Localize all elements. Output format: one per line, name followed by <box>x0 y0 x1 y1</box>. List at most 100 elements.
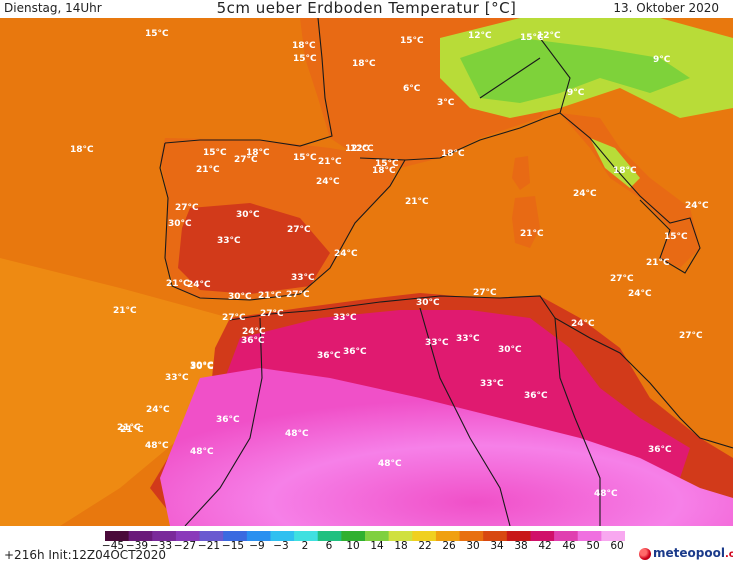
color-scale-step <box>601 531 625 541</box>
temperature-label: 9°C <box>567 88 585 98</box>
color-scale-tick: 60 <box>610 540 624 552</box>
temperature-label: 18°C <box>441 149 465 159</box>
color-scale-step <box>530 531 555 541</box>
temperature-label: 33°C <box>425 338 449 348</box>
color-scale-step <box>175 531 201 541</box>
temperature-label: 27°C <box>287 225 311 235</box>
temperature-label: 27°C <box>260 309 284 319</box>
temperature-label: 18°C <box>372 166 396 176</box>
color-scale-step <box>459 531 484 541</box>
color-scale-step <box>199 531 224 541</box>
temperature-label: 48°C <box>285 429 309 439</box>
temperature-label: 18°C <box>613 166 637 176</box>
temperature-label: 30°C <box>168 219 192 229</box>
temperature-label: 27°C <box>175 203 199 213</box>
color-scale-tick: 38 <box>514 540 528 552</box>
temperature-label: 33°C <box>480 379 504 389</box>
temperature-label: 18°C <box>70 145 94 155</box>
temperature-label: 36°C <box>241 336 265 346</box>
country-borders <box>159 18 733 526</box>
temperature-label: 21°C <box>196 165 220 175</box>
temperature-label: 3°C <box>437 98 455 108</box>
temperature-label: 27°C <box>234 155 258 165</box>
color-scale-step <box>388 531 413 541</box>
sahara-region <box>160 368 733 526</box>
temperature-label: 21°C <box>405 197 429 207</box>
temperature-label: 15°C <box>520 33 544 43</box>
temperature-map: 15°C 18°C 15°C 18°C 15°C 12°C 15°C 12°C 9°C 6°C 3°… <box>0 18 733 526</box>
color-scale-step <box>483 531 508 541</box>
temperature-label: 48°C <box>594 489 618 499</box>
temperature-label: 27°C <box>286 290 310 300</box>
temperature-label: 18°C <box>246 148 270 158</box>
temperature-label: 30°C <box>498 345 522 355</box>
temperature-label: 27°C <box>222 313 246 323</box>
color-scale-tick: 2 <box>301 540 309 552</box>
temperature-label: 21°C <box>318 157 342 167</box>
color-scale-step <box>105 531 130 541</box>
temperature-label: 21°C <box>117 423 141 433</box>
temperature-label: 15°C <box>293 153 317 163</box>
temperature-label: 24°C <box>334 249 358 259</box>
temperature-label: 9°C <box>653 55 671 65</box>
temperature-label: 21°C <box>113 306 137 316</box>
color-scale-tick: 30 <box>466 540 480 552</box>
temperature-label: 24°C <box>573 189 597 199</box>
temperature-label: 6°C <box>403 84 421 94</box>
temperature-label: 48°C <box>145 441 169 451</box>
temperature-label: 33°C <box>291 273 315 283</box>
color-scale-step <box>577 531 602 541</box>
temperature-label: 21°C <box>166 279 190 289</box>
temperature-label: 15°C <box>664 232 688 242</box>
temperature-label: 36°C <box>343 347 367 357</box>
color-scale-step <box>128 531 153 541</box>
temperature-label: 24°C <box>242 327 266 337</box>
color-scale-tick: −33 <box>149 540 173 552</box>
temperature-label: 33°C <box>456 334 480 344</box>
color-scale-tick: 34 <box>490 540 504 552</box>
temperature-label: 24°C <box>146 405 170 415</box>
color-scale-tick: 46 <box>562 540 576 552</box>
temperature-label: 27°C <box>679 331 703 341</box>
color-scale-step <box>294 531 319 541</box>
color-scale-ticks: −45 −39 −33 −27 −21 −15 −9 −3 2 6 10 14 18 22 26 30 34 38… <box>102 540 625 554</box>
color-scale-tick: −3 <box>273 540 289 552</box>
meteopool-logo[interactable]: meteopool.org <box>639 546 733 562</box>
iberia-hot-area <box>178 203 330 294</box>
color-scale-tick: 42 <box>538 540 552 552</box>
color-scale-step <box>412 531 437 541</box>
color-scale-tick: −15 <box>221 540 245 552</box>
temperature-label: 33°C <box>217 236 241 246</box>
forecast-day-time: Dienstag, 14Uhr <box>4 1 102 15</box>
color-scale-tick: −21 <box>197 540 221 552</box>
color-scale-tick: 18 <box>394 540 408 552</box>
color-scale-tick: −39 <box>125 540 149 552</box>
temperature-label: 36°C <box>216 415 240 425</box>
temperature-label: 30°C <box>190 362 214 372</box>
sardinia-land <box>512 196 540 248</box>
temperature-label: 12°C <box>345 144 369 154</box>
color-scale-tick: 26 <box>442 540 456 552</box>
temperature-labels: 15°C 18°C 15°C 18°C 15°C 12°C 15°C 12°C 9°C 6°C 3°… <box>70 29 709 499</box>
temperature-label: 21°C <box>520 229 544 239</box>
italy-land <box>560 113 700 268</box>
temperature-label: 33°C <box>165 373 189 383</box>
temperature-label: 36°C <box>648 445 672 455</box>
temperature-label: 30°C <box>228 292 252 302</box>
temperature-label: 15°C <box>203 148 227 158</box>
temperature-label: 30°C <box>416 298 440 308</box>
temperature-label: 12°C <box>468 31 492 41</box>
color-scale-tick: 10 <box>346 540 360 552</box>
color-scale-tick: 6 <box>325 540 333 552</box>
color-scale-step <box>435 531 461 541</box>
temperature-label: 21°C <box>120 425 144 435</box>
color-scale-step <box>152 531 177 541</box>
temperature-label: 36°C <box>317 351 341 361</box>
temperature-label: 24°C <box>628 289 652 299</box>
temperature-label: 36°C <box>524 391 548 401</box>
temperature-label: 48°C <box>378 459 402 469</box>
logo-globe-icon <box>639 548 651 560</box>
color-scale-step <box>270 531 295 541</box>
color-scale-bar <box>105 531 625 541</box>
temperature-label: 15°C <box>400 36 424 46</box>
